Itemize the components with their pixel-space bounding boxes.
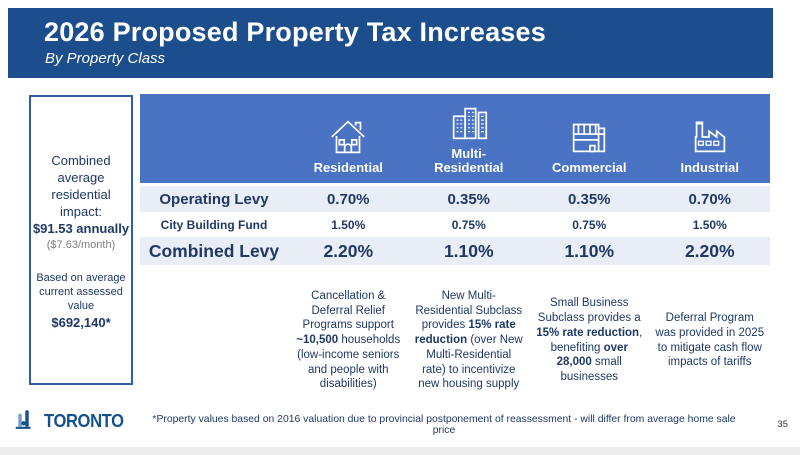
toronto-logo: Toronto [14, 407, 131, 436]
city-hall-icon [14, 407, 40, 436]
title-band: 2026 Proposed Property Tax Increases By … [8, 8, 773, 78]
column-label: Multi-Residential [434, 145, 504, 176]
combined-levy-residential: 2.20% [323, 240, 374, 261]
city-building-fund-residential: 1.50% [331, 217, 366, 232]
row-label: City Building Fund [160, 217, 268, 232]
page-title: 2026 Proposed Property Tax Increases [44, 17, 546, 47]
city-building-fund-multi-residential: 0.75% [451, 217, 486, 232]
footnote: *Property values based on 2016 valuation… [152, 414, 736, 436]
row-operating-levy: Operating Levy 0.70% 0.35% 0.35% 0.70% [140, 186, 770, 212]
page-number: 35 [777, 419, 788, 430]
column-label: Residential [313, 160, 383, 176]
assessed-value: $692,140* [51, 314, 111, 330]
operating-levy-commercial: 0.35% [567, 190, 611, 208]
note-industrial: Deferral Program was provided in 2025 to… [655, 312, 765, 369]
column-header-blank [140, 94, 288, 183]
residential-impact-box: Combined average residential impact: $91… [29, 95, 133, 385]
impact-label: Combined average residential impact: [51, 153, 111, 219]
slide-bottom-edge [0, 447, 800, 455]
house-icon [325, 115, 371, 157]
row-label: Operating Levy [159, 190, 269, 208]
table-header: Residential Multi-Residential [140, 94, 770, 183]
column-label: Commercial [552, 160, 627, 176]
column-notes: Cancellation & Deferral Relief Programs … [140, 268, 770, 413]
toronto-wordmark: Toronto [44, 411, 124, 431]
operating-levy-industrial: 0.70% [688, 190, 732, 208]
note-multi-residential: New Multi-Residential Subclass provides … [414, 289, 523, 391]
assessed-basis-label: Based on average current assessed value [36, 271, 126, 313]
operating-levy-residential: 0.70% [326, 190, 370, 208]
operating-levy-multi-residential: 0.35% [447, 190, 491, 208]
column-header-multi-residential: Multi-Residential [409, 94, 530, 183]
note-residential: Cancellation & Deferral Relief Programs … [296, 289, 401, 391]
column-label: Industrial [680, 160, 739, 176]
apartment-building-icon [446, 101, 492, 143]
row-combined-levy: Combined Levy 2.20% 1.10% 1.10% 2.20% [140, 237, 770, 265]
factory-icon [687, 115, 733, 157]
commercial-building-icon [566, 115, 612, 157]
city-building-fund-industrial: 1.50% [692, 217, 727, 232]
row-label: Combined Levy [148, 240, 280, 261]
city-building-fund-commercial: 0.75% [572, 217, 607, 232]
note-commercial: Small Business Subclass provides a 15% r… [536, 297, 643, 383]
column-header-commercial: Commercial [529, 94, 650, 183]
column-header-industrial: Industrial [650, 94, 771, 183]
row-city-building-fund: City Building Fund 1.50% 0.75% 0.75% 1.5… [140, 214, 770, 235]
page-subtitle: By Property Class [45, 50, 166, 67]
column-header-residential: Residential [288, 94, 409, 183]
impact-value: $91.53 annually [32, 220, 130, 236]
combined-levy-industrial: 2.20% [684, 240, 735, 261]
combined-levy-commercial: 1.10% [564, 240, 615, 261]
impact-monthly: ($7.63/month) [46, 239, 116, 252]
combined-levy-multi-residential: 1.10% [443, 240, 494, 261]
